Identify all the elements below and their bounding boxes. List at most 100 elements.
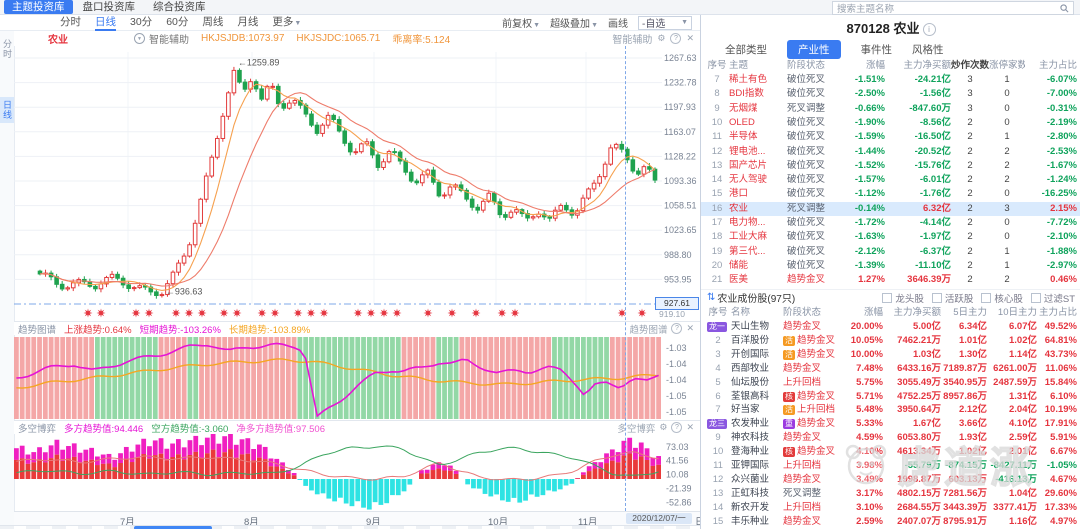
menubar-tab-2[interactable]: 综合投资库 bbox=[153, 1, 206, 13]
help-icon[interactable]: ? bbox=[671, 323, 683, 334]
table-row[interactable]: 15 港口 破位死叉 -1.12% -1.76亿 2 0 -16.25% bbox=[701, 187, 1080, 201]
table-row[interactable]: 13 国产芯片 破位死叉 -1.52% -15.76亿 2 2 -1.67% bbox=[701, 159, 1080, 173]
more-menu[interactable]: 更多▼ bbox=[272, 15, 302, 28]
checkbox-icon[interactable] bbox=[981, 292, 992, 303]
cell-ratio: 17.33% bbox=[1044, 501, 1077, 513]
stock-row[interactable]: 9 神农科技 趋势金叉 4.59% 6053.80万 1.93亿 2.59亿 5.91% bbox=[701, 431, 1080, 445]
col-header-2[interactable]: 阶段状态 bbox=[783, 307, 822, 318]
symbol-name[interactable]: 农业 bbox=[48, 35, 68, 46]
table-row[interactable]: 10 OLED 破位死叉 -1.90% -8.56亿 2 0 -2.19% bbox=[701, 116, 1080, 130]
close-icon[interactable]: ✕ bbox=[686, 323, 694, 333]
filter-3[interactable]: 过滤ST bbox=[1030, 291, 1075, 305]
stock-row[interactable]: 15 丰乐种业 趋势金叉 2.59% 2407.07万 8795.91万 1.16亿 4.97… bbox=[701, 515, 1080, 529]
gear-icon[interactable]: ⚙ bbox=[659, 422, 668, 432]
watchlist-select[interactable]: -自选 ▼ bbox=[638, 15, 692, 30]
search-icon[interactable] bbox=[1060, 3, 1069, 13]
tab-3[interactable]: 风格性 bbox=[912, 44, 944, 56]
table-row[interactable]: 7 稀土有色 破位死叉 -1.51% -24.21亿 3 1 -6.07% bbox=[701, 73, 1080, 87]
col-header-4[interactable]: 主力净买额 bbox=[903, 60, 951, 71]
col-header-1[interactable]: 名称 bbox=[731, 307, 751, 318]
col-header-5[interactable]: 炒作次数↓ bbox=[951, 60, 989, 71]
period-tab-0[interactable]: 分时 bbox=[60, 15, 81, 28]
period-tab-4[interactable]: 周线 bbox=[202, 15, 224, 28]
close-icon[interactable]: ✕ bbox=[686, 422, 694, 432]
tab-2[interactable]: 事件性 bbox=[860, 44, 893, 56]
stock-row[interactable]: 2 百洋股份活趋势金叉 10.05% 7462.21万 1.01亿 1.02亿 64.81% bbox=[701, 334, 1080, 348]
col-header-3[interactable]: 涨幅 bbox=[865, 60, 885, 71]
trend-panel-chart[interactable]: -1.03 -1.04 -1.04 -1.05 -1.05 bbox=[14, 335, 700, 421]
stock-row[interactable]: 4 西部牧业 趋势金叉 7.48% 6433.16万 7189.87万 6261.00万 11… bbox=[701, 362, 1080, 376]
stock-row[interactable]: 11 亚钾国际 上升回档 3.98% -55.79万 -874.15万 -8427.11万 -… bbox=[701, 459, 1080, 473]
stock-row[interactable]: 5 仙坛股份 上升回档 5.75% 3055.49万 3540.95万 2487.59万 15… bbox=[701, 376, 1080, 390]
bull-bear-chart[interactable]: 73.03 41.56 10.08 -21.39 -52.86 bbox=[14, 433, 700, 512]
col-header-3[interactable]: 涨幅 bbox=[863, 307, 883, 318]
stock-row[interactable]: 7 好当家 活上升回档 5.48% 3950.64万 2.12亿 2.04亿 10.19% bbox=[701, 403, 1080, 417]
stock-row[interactable]: 10 登海种业 核趋势金叉 4.10% 4613.34万 1.02亿 2.01亿 6.67% bbox=[701, 445, 1080, 459]
stock-row[interactable]: 3 开创国际活趋势金叉 10.00% 1.03亿 1.30亿 1.14亿 43.73% bbox=[701, 348, 1080, 362]
table-row[interactable]: 14 无人驾驶 破位死叉 -1.57% -6.01亿 2 2 -1.24% bbox=[701, 173, 1080, 187]
checkbox-icon[interactable] bbox=[882, 292, 893, 303]
period-tab-3[interactable]: 60分 bbox=[166, 15, 189, 28]
table-row[interactable]: 12 锂电池... 破位死叉 -1.44% -20.52亿 2 2 -2.53% bbox=[701, 145, 1080, 159]
table-row[interactable]: 17 电力物... 破位死叉 -1.72% -4.14亿 2 0 -7.72% bbox=[701, 216, 1080, 230]
table-row[interactable]: 21 医美 趋势金叉 1.27% 3646.39万 2 2 0.46% bbox=[701, 273, 1080, 287]
col-header-4[interactable]: 主力净买额 bbox=[893, 307, 941, 318]
side-tab-rixian[interactable]: 日线 bbox=[0, 97, 14, 123]
stock-row[interactable]: 12 众兴菌业 趋势金叉 3.49% 1998.87万 603.13万 -416.13万 4.… bbox=[701, 473, 1080, 487]
close-icon[interactable]: ✕ bbox=[686, 33, 694, 43]
stock-row[interactable]: 龙三 农发种业 重趋势金叉 5.33% 1.67亿 3.66亿 4.10亿 17.91% bbox=[701, 417, 1080, 431]
overlay-menu[interactable]: 超级叠加▼ bbox=[550, 19, 598, 30]
filter-2[interactable]: 核心股 bbox=[981, 291, 1023, 305]
tab-1[interactable]: 产业性 bbox=[787, 40, 841, 59]
table-row[interactable]: 20 储能 破位死叉 -1.39% -11.10亿 2 1 -2.97% bbox=[701, 259, 1080, 273]
candlestick-chart[interactable]: 1267.63 1232.78 1197.93 1163.07 1128.22 1093.… bbox=[14, 46, 700, 306]
col-header-6[interactable]: 10日主力 bbox=[997, 307, 1037, 318]
draw-line-button[interactable]: 画线 bbox=[608, 19, 628, 30]
search-input[interactable]: 搜索主题名称 bbox=[832, 1, 1074, 15]
table-row[interactable]: 19 第三代... 破位死叉 -2.12% -6.37亿 2 1 -1.88% bbox=[701, 245, 1080, 259]
table-row[interactable]: 9 无烟煤 死叉调整 -0.66% -847.60万 3 0 -0.31% bbox=[701, 102, 1080, 116]
col-header-6[interactable]: 涨停家数 bbox=[989, 60, 1025, 71]
adjust-menu[interactable]: 前复权▼ bbox=[502, 19, 541, 30]
col-header-7[interactable]: 主力占比 bbox=[1038, 60, 1077, 71]
assist-dropdown-icon[interactable]: ▼ bbox=[134, 33, 145, 44]
col-header-0[interactable]: 序号 bbox=[707, 60, 727, 71]
period-tab-2[interactable]: 30分 bbox=[130, 15, 153, 28]
period-tab-1[interactable]: 日线 bbox=[95, 15, 116, 31]
tab-0[interactable]: 全部类型 bbox=[725, 44, 767, 56]
menubar-tab-0[interactable]: 主题投资库 bbox=[4, 0, 73, 14]
stock-row[interactable]: 13 正虹科技 死叉调整 3.17% 4802.15万 7281.56万 1.04亿 29.6… bbox=[701, 487, 1080, 501]
col-header-2[interactable]: 阶段状态 bbox=[787, 60, 826, 71]
info-icon[interactable]: i bbox=[922, 23, 936, 36]
cell-chg: 3.49% bbox=[856, 473, 883, 485]
col-header-1[interactable]: 主题 bbox=[729, 60, 749, 71]
x-label-3: 10月 bbox=[488, 517, 509, 528]
sort-icon[interactable]: ⇅ bbox=[707, 292, 716, 303]
period-tab-5[interactable]: 月线 bbox=[237, 15, 259, 28]
filter-1[interactable]: 活跃股 bbox=[931, 291, 973, 305]
stock-row[interactable]: 14 新农开发 上升回档 3.10% 2684.55万 3443.39万 3377.41万 1… bbox=[701, 501, 1080, 515]
checkbox-icon[interactable] bbox=[1030, 292, 1041, 303]
col-header-7[interactable]: 主力占比 bbox=[1038, 307, 1077, 318]
help-icon[interactable]: ? bbox=[670, 33, 682, 44]
help-icon[interactable]: ? bbox=[671, 422, 683, 433]
svg-text:988.80: 988.80 bbox=[664, 250, 692, 260]
period-toolbar: 分时 日线 30分 60分 周线 月线 更多▼ 前复权▼ 超级叠加▼ 画线 -自选 ▼ bbox=[0, 15, 700, 31]
stock-row[interactable]: 6 荃银高科 核趋势金叉 5.71% 4752.25万 8957.86万 1.31亿 6.10… bbox=[701, 390, 1080, 404]
table-row[interactable]: 8 BDI指数 破位死叉 -2.50% -1.56亿 3 0 -7.00% bbox=[701, 87, 1080, 101]
hot-marker-icon bbox=[447, 308, 457, 318]
col-header-0[interactable]: 序号 bbox=[708, 307, 728, 318]
checkbox-icon[interactable] bbox=[931, 292, 942, 303]
hot-marker-icon bbox=[617, 308, 627, 318]
side-tab-fenshi[interactable]: 分时 bbox=[2, 39, 12, 59]
table-row[interactable]: 11 半导体 破位死叉 -1.59% -16.50亿 2 1 -2.80% bbox=[701, 130, 1080, 144]
cell-5: 2 bbox=[967, 174, 973, 186]
col-header-5[interactable]: 5日主力 bbox=[953, 307, 987, 318]
table-row[interactable]: 16 农业 死叉调整 -0.14% 6.32亿 2 3 2.15% bbox=[701, 201, 1080, 216]
menubar-tab-1[interactable]: 盘口投资库 bbox=[82, 1, 136, 13]
filter-0[interactable]: 龙头股 bbox=[882, 291, 924, 305]
stock-row[interactable]: 龙一 天山生物 趋势金叉 20.00% 5.00亿 6.34亿 6.07亿 49.52% bbox=[701, 320, 1080, 334]
hot-marker-icon bbox=[353, 308, 363, 318]
table-row[interactable]: 18 工业大麻 破位死叉 -1.63% -1.97亿 2 0 -2.10% bbox=[701, 230, 1080, 244]
gear-icon[interactable]: ⚙ bbox=[657, 33, 666, 43]
